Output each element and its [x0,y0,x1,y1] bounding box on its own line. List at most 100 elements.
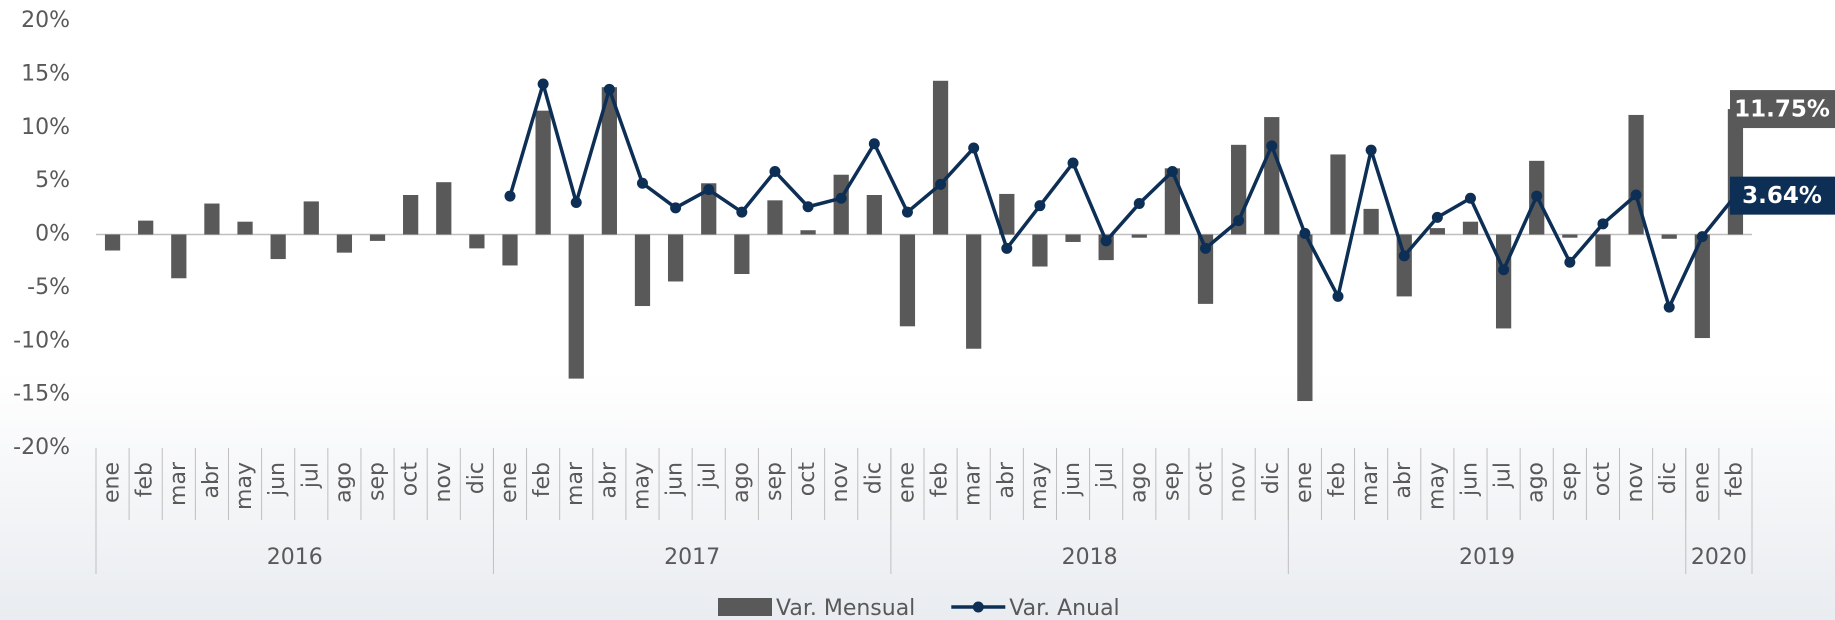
x-tick-label: nov [1623,462,1648,502]
x-tick-label: nov [828,462,853,502]
y-tick-label: 15% [21,61,70,86]
line-point [1464,192,1476,204]
x-tick-label: jun [663,462,688,497]
bar [1562,234,1578,238]
bar [1330,154,1346,235]
data-label-box [1730,90,1835,129]
line-point [935,178,947,190]
data-label: 11.75% [1734,97,1830,123]
x-tick-label: mar [961,461,986,506]
y-tick-label: -20% [13,435,70,460]
bar [270,234,286,260]
y-tick-label: -10% [13,328,70,353]
x-tick-label: may [629,462,654,510]
bar [303,201,319,235]
line-point [802,201,814,213]
x-tick-label: sep [1557,462,1582,501]
bar [1429,228,1445,235]
bar [734,234,750,274]
line-point [1365,144,1377,156]
group-label: 2017 [664,545,720,570]
line-point [1564,256,1576,268]
x-tick-label: nov [1226,462,1251,502]
line-point [1332,290,1344,302]
x-tick-label: jun [1457,462,1482,497]
line-point [636,177,648,189]
x-tick-label: nov [431,462,456,502]
x-tick-label: ago [1524,462,1549,503]
line-point [1200,242,1212,254]
line-point [835,192,847,204]
x-tick-label: ago [729,462,754,503]
x-tick-label: dic [1656,462,1681,494]
x-tick-label: dic [1259,462,1284,494]
x-tick-label: ene [1292,462,1317,503]
legend-label: Var. Anual [1009,596,1119,620]
line [508,82,1737,309]
x-tick-label: abr [596,461,621,498]
x-tick-label: mar [1358,461,1383,506]
y-tick-label: 10% [21,115,70,140]
legend-swatch [972,601,984,613]
bar [138,220,154,235]
bar [701,183,717,235]
legend-label: Var. Mensual [776,596,915,620]
x-tick-label: jul [696,462,721,489]
bar [436,182,452,235]
bar [634,234,651,307]
x-tick-label: ago [1126,462,1151,503]
x-tick-label: abr [994,461,1019,498]
line-point [1100,235,1112,247]
group-label: 2016 [267,545,323,570]
data-label: 3.64% [1742,183,1822,209]
bar [1495,234,1512,329]
x-tick-label: ene [497,462,522,503]
line-point [1630,189,1642,201]
bar [966,234,982,349]
line-point [1498,264,1510,276]
data-label-box [1730,176,1835,215]
line-point [1398,250,1410,262]
bar [899,234,916,327]
legend-swatch [718,598,772,616]
line-point [1597,218,1609,230]
x-tick-label: jul [298,462,323,489]
bar [1164,168,1181,235]
x-tick-label: dic [861,462,886,494]
y-tick-label: -15% [13,382,70,407]
line-point [537,78,549,90]
x-tick-label: mar [166,461,191,506]
x-tick-label: jul [1093,462,1118,489]
bar [403,195,419,235]
x-tick-label: dic [464,462,489,494]
line-point [968,142,980,154]
group-label: 2018 [1062,545,1118,570]
bar [800,230,816,235]
y-tick-label: 0% [35,222,70,247]
x-tick-label: sep [1159,462,1184,501]
group-label: 2019 [1459,545,1515,570]
bar [1462,221,1479,235]
x-tick-label: oct [398,462,423,497]
y-tick-label: 5% [35,168,70,193]
line-point [736,206,748,218]
line-point [1067,157,1079,169]
x-tick-label: ago [331,462,356,503]
x-tick-label: feb [1325,462,1350,497]
bar [237,221,253,235]
line-point [1133,198,1145,210]
bar [1363,208,1379,235]
bar [767,200,783,235]
bar [104,234,121,251]
x-tick-label: feb [928,462,953,497]
x-tick-label: may [1027,462,1052,510]
x-tick-label: feb [133,462,158,497]
line-point [1299,227,1311,239]
x-tick-label: oct [1590,462,1615,497]
x-tick-label: ene [100,462,125,503]
line-point [1266,140,1278,152]
bar [932,80,949,235]
line-point [703,184,715,196]
